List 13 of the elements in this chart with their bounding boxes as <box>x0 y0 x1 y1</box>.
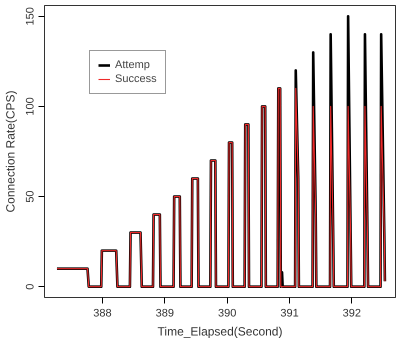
y-tick-label: 100 <box>24 97 36 116</box>
y-tick-label: 150 <box>24 7 36 26</box>
legend-label: Success <box>115 73 157 85</box>
x-tick-label: 388 <box>93 308 112 320</box>
y-tick-label: 50 <box>24 190 36 203</box>
x-tick-label: 390 <box>218 308 236 320</box>
legend-label: Attemp <box>115 59 150 71</box>
y-tick-label: 0 <box>24 284 36 290</box>
y-axis-title: Connection Rate(CPS) <box>4 90 18 213</box>
x-axis-title: Time_Elapsed(Second) <box>158 324 282 338</box>
x-tick-label: 389 <box>156 308 174 320</box>
x-tick-label: 391 <box>280 308 299 320</box>
x-tick-label: 392 <box>342 308 362 320</box>
